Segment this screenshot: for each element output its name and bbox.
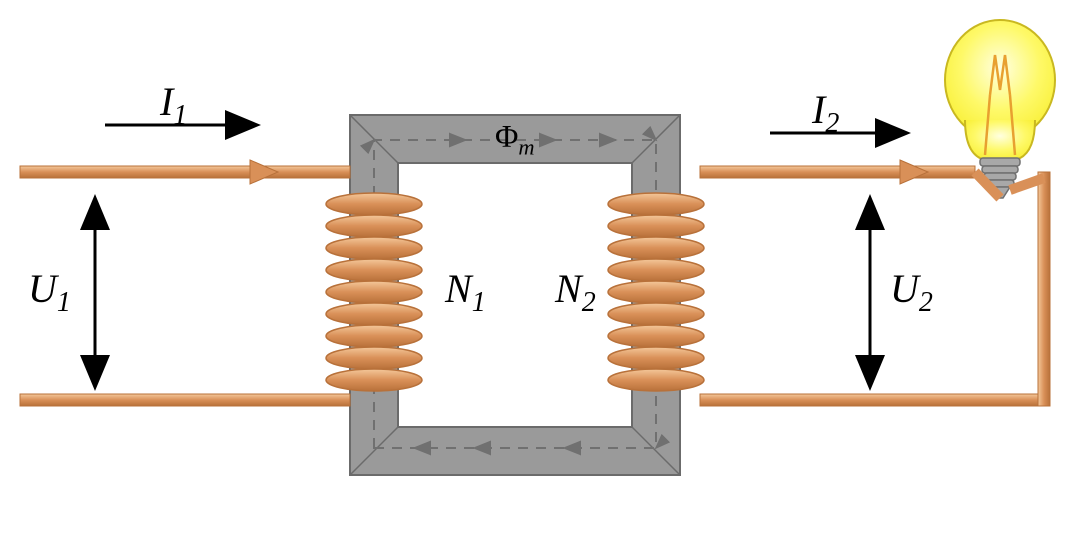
label-N1: N1 [445, 265, 486, 319]
primary-coil [326, 193, 422, 391]
transformer-diagram: I1 I2 U1 U2 N1 N2 Φm [0, 0, 1082, 544]
label-U2: U2 [890, 265, 933, 319]
label-U1: U1 [28, 265, 71, 319]
label-I2: I2 [812, 86, 839, 140]
secondary-coil [608, 193, 704, 391]
label-Phi: Φm [495, 118, 535, 160]
label-I1: I1 [160, 78, 187, 132]
label-N2: N2 [555, 265, 596, 319]
